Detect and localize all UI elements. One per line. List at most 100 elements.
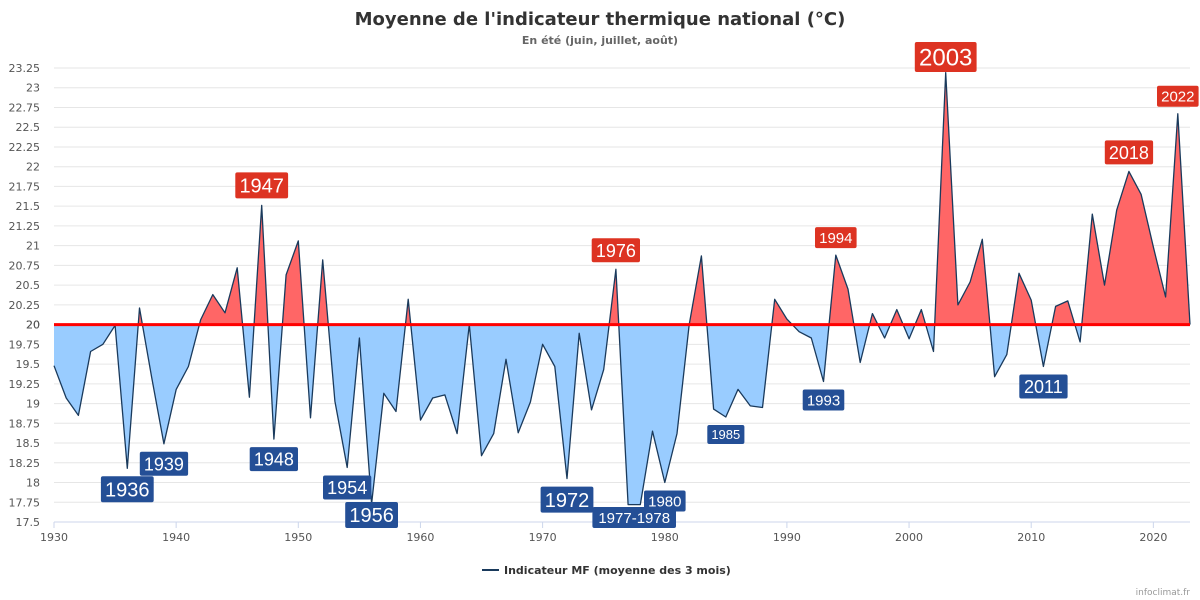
- data-point[interactable]: [321, 258, 324, 261]
- data-point[interactable]: [382, 392, 385, 395]
- data-point[interactable]: [736, 388, 739, 391]
- data-point[interactable]: [297, 239, 300, 242]
- data-point[interactable]: [199, 318, 202, 321]
- data-point[interactable]: [822, 380, 825, 383]
- data-point[interactable]: [77, 414, 80, 417]
- annotation-label: 1976: [596, 241, 636, 261]
- data-point[interactable]: [798, 330, 801, 333]
- data-point[interactable]: [859, 361, 862, 364]
- data-point[interactable]: [541, 343, 544, 346]
- data-point[interactable]: [1164, 295, 1167, 298]
- data-point[interactable]: [1115, 209, 1118, 212]
- y-tick-label: 19: [26, 398, 40, 411]
- legend-label[interactable]: Indicateur MF (moyenne des 3 mois): [504, 564, 731, 577]
- data-point[interactable]: [553, 365, 556, 368]
- data-point[interactable]: [101, 343, 104, 346]
- data-point[interactable]: [480, 454, 483, 457]
- data-point[interactable]: [578, 332, 581, 335]
- data-point[interactable]: [871, 312, 874, 315]
- data-point[interactable]: [1091, 213, 1094, 216]
- data-point[interactable]: [309, 416, 312, 419]
- series-line-group[interactable]: [52, 71, 1191, 506]
- data-point[interactable]: [419, 419, 422, 422]
- data-point[interactable]: [602, 368, 605, 371]
- data-point[interactable]: [517, 431, 520, 434]
- legend[interactable]: Indicateur MF (moyenne des 3 mois): [482, 564, 731, 577]
- data-point[interactable]: [456, 432, 459, 435]
- data-point[interactable]: [443, 393, 446, 396]
- data-point[interactable]: [492, 432, 495, 435]
- data-point[interactable]: [529, 400, 532, 403]
- data-point[interactable]: [932, 350, 935, 353]
- data-point[interactable]: [187, 365, 190, 368]
- data-point[interactable]: [285, 273, 288, 276]
- data-point[interactable]: [260, 204, 263, 207]
- data-point[interactable]: [346, 466, 349, 469]
- data-point[interactable]: [223, 311, 226, 314]
- data-point[interactable]: [908, 337, 911, 340]
- data-point[interactable]: [956, 303, 959, 306]
- data-point[interactable]: [1030, 299, 1033, 302]
- data-point[interactable]: [1017, 272, 1020, 275]
- data-point[interactable]: [724, 415, 727, 418]
- y-tick-label: 19.75: [9, 338, 41, 351]
- data-point[interactable]: [846, 288, 849, 291]
- data-point[interactable]: [1176, 112, 1179, 115]
- data-point[interactable]: [138, 306, 141, 309]
- data-point[interactable]: [675, 432, 678, 435]
- data-point[interactable]: [236, 266, 239, 269]
- data-point[interactable]: [663, 481, 666, 484]
- data-point[interactable]: [211, 293, 214, 296]
- y-tick-label: 17.75: [9, 496, 41, 509]
- data-point[interactable]: [627, 503, 630, 506]
- data-point[interactable]: [1127, 170, 1130, 173]
- data-point[interactable]: [590, 408, 593, 411]
- data-point[interactable]: [834, 254, 837, 257]
- data-point[interactable]: [749, 404, 752, 407]
- data-point[interactable]: [431, 396, 434, 399]
- data-point[interactable]: [1054, 305, 1057, 308]
- data-point[interactable]: [1152, 246, 1155, 249]
- series-line[interactable]: [53, 72, 1191, 506]
- y-tick-label: 22.25: [9, 141, 41, 154]
- data-point[interactable]: [712, 408, 715, 411]
- data-point[interactable]: [52, 364, 55, 367]
- data-point[interactable]: [162, 442, 165, 445]
- data-point[interactable]: [407, 298, 410, 301]
- data-point[interactable]: [358, 336, 361, 339]
- data-point[interactable]: [773, 298, 776, 301]
- data-point[interactable]: [761, 406, 764, 409]
- data-point[interactable]: [639, 503, 642, 506]
- annotation-box: [1104, 140, 1154, 165]
- data-point[interactable]: [126, 467, 129, 470]
- data-point[interactable]: [504, 358, 507, 361]
- data-point[interactable]: [920, 308, 923, 311]
- data-point[interactable]: [272, 438, 275, 441]
- data-point[interactable]: [969, 280, 972, 283]
- data-point[interactable]: [1103, 284, 1106, 287]
- data-point[interactable]: [614, 268, 617, 271]
- data-point[interactable]: [1042, 365, 1045, 368]
- data-point[interactable]: [810, 336, 813, 339]
- data-point[interactable]: [895, 308, 898, 311]
- data-point[interactable]: [700, 254, 703, 257]
- data-point[interactable]: [89, 350, 92, 353]
- data-point[interactable]: [1066, 299, 1069, 302]
- data-point[interactable]: [1079, 340, 1082, 343]
- data-point[interactable]: [248, 396, 251, 399]
- data-point[interactable]: [993, 375, 996, 378]
- data-point[interactable]: [565, 477, 568, 480]
- data-point[interactable]: [150, 376, 153, 379]
- data-point[interactable]: [175, 388, 178, 391]
- reference-tick-label: 20: [26, 319, 40, 332]
- data-point[interactable]: [65, 396, 68, 399]
- data-point[interactable]: [883, 336, 886, 339]
- data-point[interactable]: [785, 318, 788, 321]
- data-point[interactable]: [1140, 193, 1143, 196]
- y-tick-label: 21.5: [16, 200, 41, 213]
- data-point[interactable]: [333, 400, 336, 403]
- data-point[interactable]: [651, 430, 654, 433]
- data-point[interactable]: [1005, 353, 1008, 356]
- data-point[interactable]: [981, 238, 984, 241]
- data-point[interactable]: [394, 410, 397, 413]
